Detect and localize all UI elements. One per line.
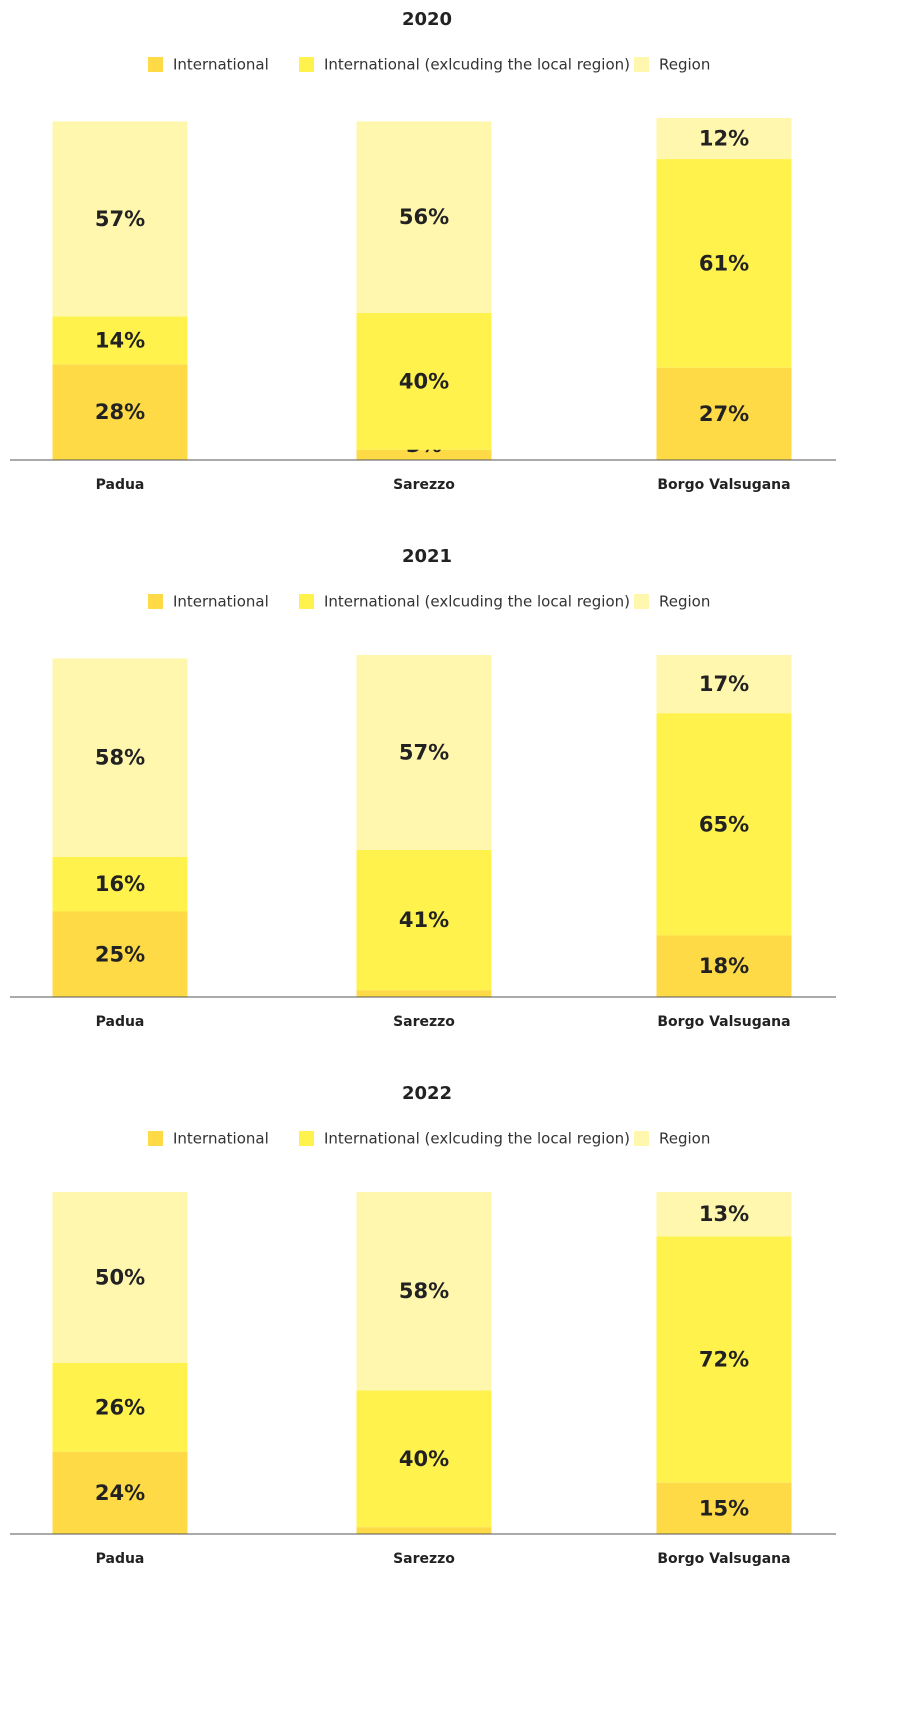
bar-segment <box>656 935 792 997</box>
bar-segment <box>52 316 188 365</box>
bar-segment <box>656 713 792 936</box>
data-label: 58% <box>95 746 145 770</box>
data-label: 56% <box>399 205 449 229</box>
legend-swatch <box>148 1131 163 1146</box>
bar-segment <box>356 849 492 991</box>
x-tick-label: Borgo Valsugana <box>657 1014 790 1030</box>
data-label: 26% <box>95 1395 145 1419</box>
data-label: 16% <box>95 872 145 896</box>
legend-swatch <box>299 57 314 72</box>
legend-label: Region <box>659 593 710 611</box>
x-tick-label: Sarezzo <box>393 477 455 493</box>
bar-segment <box>656 655 792 714</box>
legend-label: International <box>173 1130 269 1148</box>
data-label: 58% <box>399 1279 449 1303</box>
data-label: 25% <box>95 942 145 966</box>
legend-swatch <box>634 57 649 72</box>
legend-swatch <box>299 1131 314 1146</box>
data-label: 40% <box>399 369 449 393</box>
data-label: 15% <box>699 1496 749 1520</box>
bar-segment <box>52 1451 188 1534</box>
bar-segment <box>356 312 492 450</box>
legend-swatch <box>148 594 163 609</box>
legend-swatch <box>148 57 163 72</box>
bar-segment <box>656 1236 792 1483</box>
x-tick-label: Sarezzo <box>393 1551 455 1567</box>
x-tick-label: Borgo Valsugana <box>657 1551 790 1567</box>
bar-segment <box>52 121 188 317</box>
data-label: 24% <box>95 1481 145 1505</box>
chart-title: 2022 <box>402 1083 452 1104</box>
data-label: 41% <box>399 908 449 932</box>
legend-swatch <box>634 1131 649 1146</box>
data-label: 57% <box>95 207 145 231</box>
legend-swatch <box>634 594 649 609</box>
data-label: 72% <box>699 1348 749 1372</box>
data-label: 27% <box>699 402 749 426</box>
data-label: 12% <box>699 127 749 151</box>
bar-segment <box>356 1527 492 1534</box>
data-label: 65% <box>699 812 749 836</box>
bar-segment <box>356 1390 492 1528</box>
x-tick-label: Sarezzo <box>393 1014 455 1030</box>
data-label: 61% <box>699 251 749 275</box>
x-tick-label: Padua <box>96 1551 145 1567</box>
legend-label: International <box>173 593 269 611</box>
bar-segment <box>52 911 188 997</box>
bar-segment <box>656 1192 792 1237</box>
data-label: 17% <box>699 672 749 696</box>
x-tick-label: Padua <box>96 1014 145 1030</box>
legend-label: International (exlcuding the local regio… <box>324 593 630 611</box>
data-label: 28% <box>95 400 145 424</box>
chart-title: 2020 <box>402 9 452 30</box>
legend-swatch <box>299 594 314 609</box>
bar-segment <box>356 121 492 313</box>
legend-label: Region <box>659 1130 710 1148</box>
legend-label: International (exlcuding the local regio… <box>324 1130 630 1148</box>
bar-segment <box>52 364 188 460</box>
bar-segment <box>656 159 792 368</box>
data-label: 18% <box>699 954 749 978</box>
bar-segment <box>656 118 792 160</box>
bar-segment <box>656 1482 792 1534</box>
bar-segment <box>356 655 492 850</box>
bar-segment <box>52 856 188 912</box>
data-label: 13% <box>699 1202 749 1226</box>
bar-segment <box>356 1192 492 1391</box>
bar-segment <box>52 1363 188 1452</box>
data-label: 57% <box>399 740 449 764</box>
bar-segment <box>656 367 792 460</box>
bar-segment <box>356 449 492 460</box>
data-label: 50% <box>95 1266 145 1290</box>
legend-label: Region <box>659 56 710 74</box>
legend-label: International (exlcuding the local regio… <box>324 56 630 74</box>
chart-title: 2021 <box>402 546 452 567</box>
data-label: 40% <box>399 1447 449 1471</box>
bar-segment <box>356 990 492 997</box>
bar-segment <box>52 658 188 857</box>
x-tick-label: Padua <box>96 477 145 493</box>
data-label: 14% <box>95 328 145 352</box>
x-tick-label: Borgo Valsugana <box>657 477 790 493</box>
bar-segment <box>52 1192 188 1363</box>
legend-label: International <box>173 56 269 74</box>
